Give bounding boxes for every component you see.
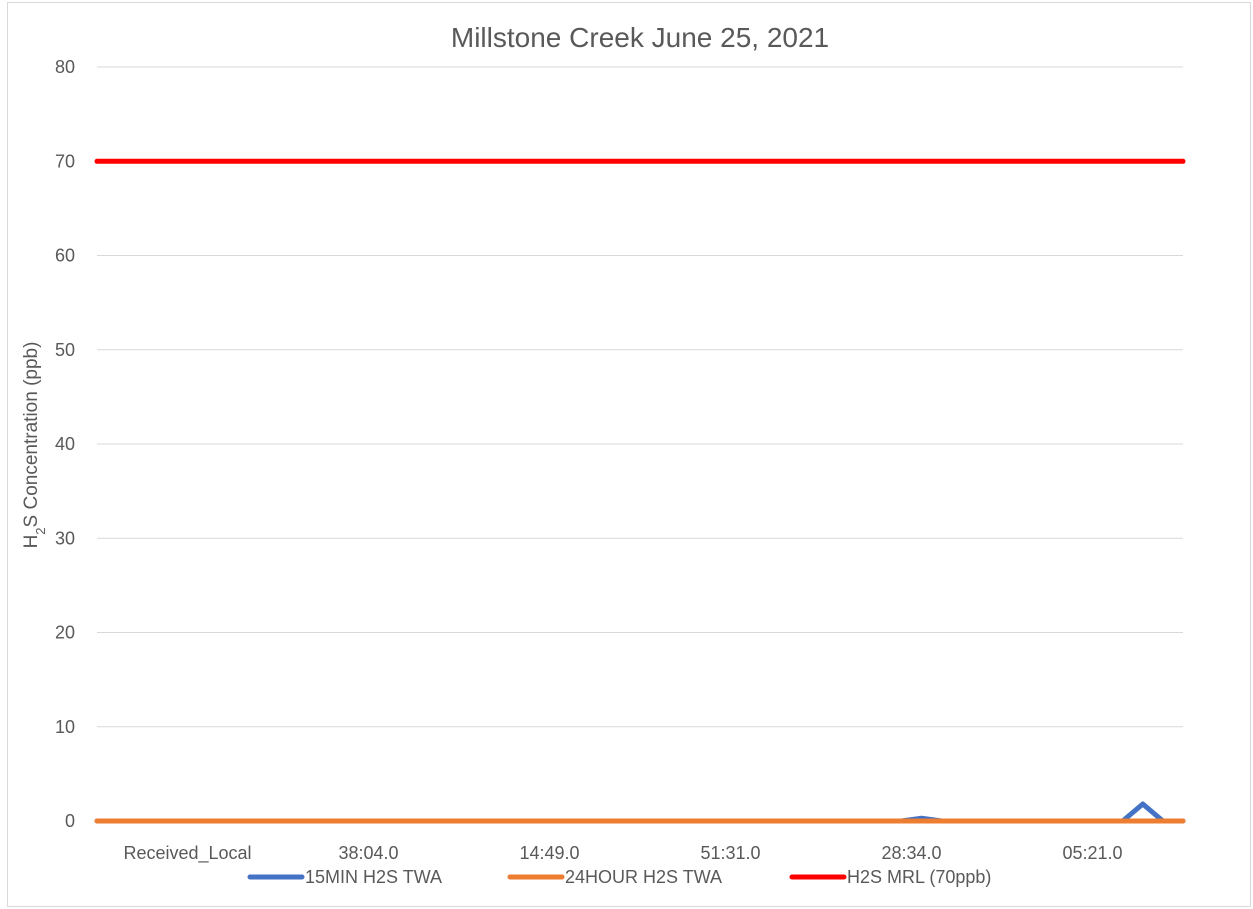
y-axis-title: H2S Concentration (ppb): [21, 342, 48, 549]
y-tick-label: 50: [55, 340, 75, 360]
y-tick-label: 0: [65, 811, 75, 831]
x-tick-label: 51:31.0: [700, 843, 760, 863]
y-axis-title-subscript: 2: [33, 527, 48, 534]
x-axis-ticks: Received_Local 38:04.0 14:49.0 51:31.0 28:34…: [123, 843, 1122, 864]
chart-title: Millstone Creek June 25, 2021: [451, 22, 829, 53]
y-tick-label: 30: [55, 528, 75, 548]
gridlines: [97, 66, 1183, 822]
y-tick-label: 40: [55, 434, 75, 454]
x-tick-label: 14:49.0: [519, 843, 579, 863]
y-tick-label: 60: [55, 246, 75, 266]
x-tick-label: 38:04.0: [338, 843, 398, 863]
y-tick-label: 10: [55, 717, 75, 737]
legend-label: 15MIN H2S TWA: [305, 867, 442, 887]
y-tick-label: 80: [55, 57, 75, 77]
y-tick-label: 20: [55, 623, 75, 643]
series-lines: [94, 158, 1186, 824]
y-tick-label: 70: [55, 151, 75, 171]
x-tick-label: Received_Local: [123, 843, 251, 864]
chart-frame: [7, 2, 1251, 907]
legend-label: H2S MRL (70ppb): [847, 867, 991, 887]
y-axis-title-suffix: S Concentration (ppb): [21, 342, 42, 528]
legend: 15MIN H2S TWA 24HOUR H2S TWA H2S MRL (70pp…: [247, 867, 991, 887]
legend-label: 24HOUR H2S TWA: [565, 867, 722, 887]
x-tick-label: 05:21.0: [1062, 843, 1122, 863]
y-axis-ticks: 0 10 20 30 40 50 60 70 80: [55, 57, 75, 831]
series-line: [94, 801, 1186, 824]
y-axis-title-prefix: H: [21, 535, 42, 549]
x-tick-label: 28:34.0: [881, 843, 941, 863]
